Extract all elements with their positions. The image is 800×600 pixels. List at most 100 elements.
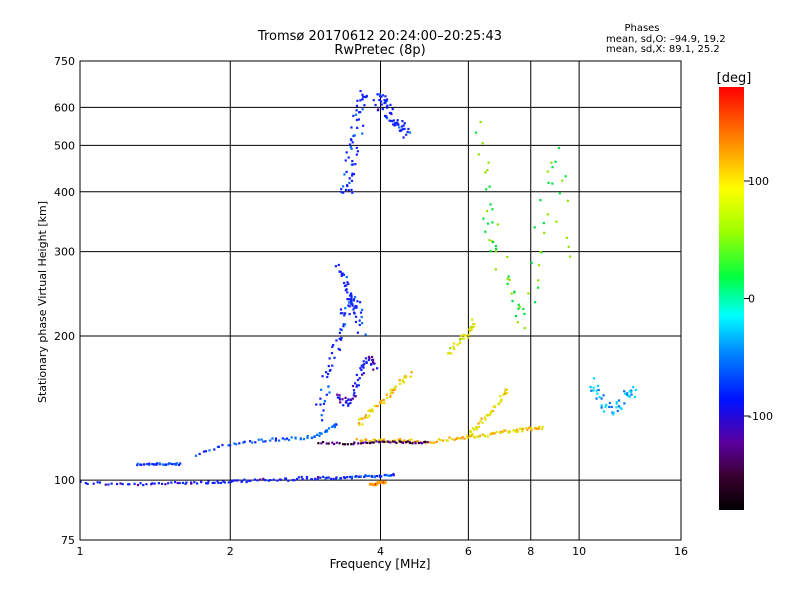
data-point [533, 301, 537, 304]
data-point [489, 411, 492, 415]
data-point [319, 476, 322, 479]
data-point [486, 222, 490, 225]
colorbar-tick-label: 100 [748, 175, 769, 188]
data-point [340, 188, 343, 191]
data-point [285, 437, 289, 440]
data-point [104, 483, 107, 486]
data-point [420, 442, 424, 445]
data-point [629, 390, 633, 394]
data-point [389, 112, 393, 115]
data-point [491, 208, 494, 211]
data-point [381, 108, 384, 111]
data-point [367, 358, 371, 362]
data-point [564, 175, 567, 178]
data-point [322, 475, 325, 478]
data-point [568, 255, 572, 258]
data-point [236, 479, 239, 482]
data-point [471, 427, 474, 430]
data-point [355, 306, 358, 309]
data-point [242, 441, 245, 444]
data-point [350, 126, 353, 129]
data-point [291, 478, 294, 482]
data-point [350, 443, 353, 446]
x-tick-label: 10 [572, 545, 586, 558]
data-point [378, 98, 381, 102]
data-point [348, 177, 351, 180]
data-point [339, 477, 343, 480]
data-point [274, 437, 278, 440]
data-point [363, 104, 366, 107]
data-point [179, 462, 182, 465]
data-point [474, 436, 477, 439]
data-point [469, 329, 472, 333]
data-point [512, 429, 515, 432]
data-point [546, 213, 549, 216]
data-point [332, 442, 336, 446]
data-point [260, 438, 263, 441]
data-point [368, 357, 371, 360]
data-point [343, 323, 347, 326]
data-point [372, 362, 375, 365]
data-point [375, 474, 379, 478]
data-point [503, 392, 507, 395]
data-point [359, 301, 362, 304]
data-point [290, 436, 293, 439]
data-point [376, 483, 379, 486]
data-point [345, 170, 348, 174]
data-point [352, 394, 355, 397]
data-point [602, 394, 605, 397]
data-point [589, 386, 592, 389]
data-point [383, 402, 386, 405]
data-point [626, 393, 629, 397]
data-point [412, 440, 415, 443]
data-point [627, 394, 630, 398]
data-point [495, 247, 498, 251]
data-point [453, 348, 456, 351]
data-point [539, 250, 542, 254]
data-point [390, 119, 393, 123]
data-point [204, 482, 208, 485]
data-point [300, 475, 303, 479]
data-point [385, 474, 388, 477]
data-point [628, 395, 631, 398]
data-point [401, 441, 405, 444]
data-point [371, 475, 374, 478]
data-point [404, 441, 407, 444]
data-point [200, 480, 203, 483]
data-point [128, 483, 131, 486]
data-point [383, 114, 387, 118]
data-point [630, 393, 633, 396]
data-point [507, 275, 510, 278]
data-point [402, 124, 405, 127]
data-point [393, 387, 397, 390]
data-point [524, 427, 528, 430]
data-point [372, 368, 375, 371]
data-point [379, 440, 382, 444]
data-point [348, 181, 351, 184]
data-point [287, 438, 291, 442]
data-point [347, 189, 350, 192]
data-point [333, 426, 336, 429]
data-point [148, 462, 151, 465]
data-point [439, 438, 442, 442]
data-point [107, 483, 110, 486]
data-point [590, 389, 593, 392]
data-point [397, 438, 400, 441]
data-point [221, 443, 224, 447]
data-point [181, 481, 184, 485]
data-point [361, 308, 364, 311]
data-point [416, 439, 419, 443]
data-point [235, 443, 238, 446]
data-point [410, 371, 413, 374]
data-point [521, 430, 524, 433]
data-point [355, 118, 359, 122]
data-point [341, 272, 344, 275]
data-point [361, 132, 364, 135]
data-point [339, 401, 342, 404]
data-point [267, 479, 270, 482]
data-point [227, 481, 230, 484]
data-point [227, 444, 230, 447]
data-point [449, 347, 452, 350]
data-point [411, 442, 414, 445]
data-point [351, 384, 355, 388]
